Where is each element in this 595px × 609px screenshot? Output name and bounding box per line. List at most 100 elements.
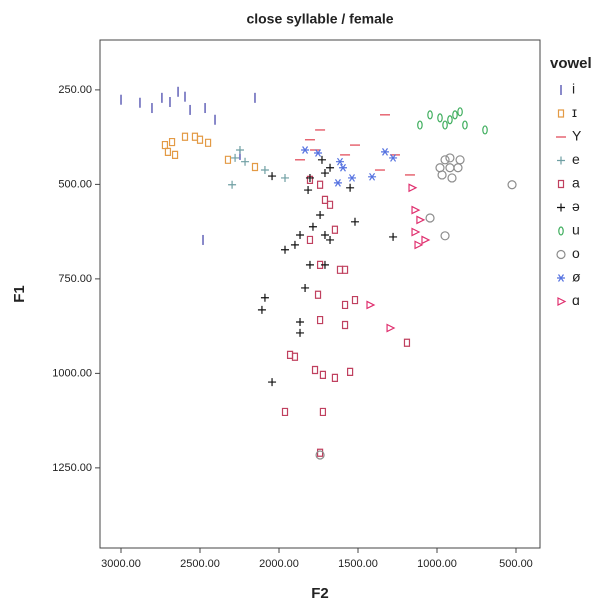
point bbox=[341, 320, 349, 330]
point bbox=[462, 120, 468, 130]
point bbox=[351, 295, 359, 305]
point bbox=[235, 145, 244, 154]
point bbox=[341, 300, 349, 310]
point bbox=[381, 148, 390, 156]
point bbox=[417, 120, 423, 130]
point bbox=[437, 113, 443, 123]
point bbox=[315, 450, 325, 460]
point bbox=[281, 407, 289, 417]
point bbox=[305, 173, 314, 182]
point bbox=[442, 120, 448, 130]
point bbox=[204, 138, 212, 147]
point bbox=[333, 179, 342, 187]
point bbox=[416, 215, 426, 225]
point bbox=[231, 153, 240, 162]
point bbox=[319, 407, 327, 417]
point bbox=[335, 157, 344, 166]
point bbox=[447, 115, 453, 125]
x-tick-label: 1000.00 bbox=[417, 558, 457, 570]
x-tick-label: 2500.00 bbox=[180, 558, 220, 570]
point bbox=[319, 370, 327, 379]
point bbox=[389, 232, 398, 241]
point bbox=[260, 293, 269, 302]
point bbox=[316, 211, 325, 220]
legend-label: ø bbox=[572, 269, 581, 285]
legend-label: e bbox=[572, 151, 580, 167]
point bbox=[445, 153, 455, 163]
point bbox=[320, 169, 329, 178]
point bbox=[268, 378, 277, 387]
point bbox=[421, 235, 431, 245]
point bbox=[296, 317, 305, 326]
point bbox=[281, 245, 290, 254]
point bbox=[316, 260, 324, 269]
point bbox=[306, 235, 314, 245]
point bbox=[314, 290, 322, 299]
x-axis-title: F2 bbox=[311, 585, 329, 602]
point bbox=[171, 150, 179, 160]
x-tick-label: 3000.00 bbox=[101, 558, 141, 570]
legend-label: u bbox=[572, 222, 580, 238]
point bbox=[260, 166, 269, 175]
point bbox=[447, 173, 457, 183]
y-axis-title: F1 bbox=[11, 285, 28, 303]
y-tick-label: 250.00 bbox=[58, 84, 92, 96]
legend-label: ɪ bbox=[572, 104, 577, 120]
point bbox=[286, 350, 294, 359]
point bbox=[251, 162, 259, 172]
point bbox=[301, 146, 310, 154]
point bbox=[168, 137, 176, 147]
point bbox=[320, 231, 329, 240]
point bbox=[317, 155, 326, 164]
point bbox=[316, 448, 324, 457]
legend-label: i bbox=[572, 81, 575, 97]
point bbox=[241, 157, 250, 166]
point bbox=[161, 140, 169, 150]
point bbox=[304, 186, 313, 195]
point bbox=[368, 172, 377, 181]
legend-label: a bbox=[572, 175, 580, 191]
point bbox=[338, 163, 347, 172]
legend-swatch bbox=[557, 109, 565, 118]
y-tick-label: 750.00 bbox=[58, 273, 92, 285]
point bbox=[347, 174, 356, 182]
point bbox=[331, 373, 339, 383]
point bbox=[306, 175, 314, 184]
point bbox=[336, 265, 344, 274]
point bbox=[414, 240, 424, 250]
point bbox=[346, 367, 354, 376]
point bbox=[408, 183, 418, 193]
point bbox=[386, 323, 396, 333]
chart-title: close syllable / female bbox=[246, 11, 393, 27]
point bbox=[296, 328, 305, 337]
point bbox=[290, 240, 299, 249]
point bbox=[191, 132, 199, 141]
point bbox=[326, 163, 335, 172]
y-tick-label: 500.00 bbox=[58, 178, 92, 190]
y-tick-label: 1250.00 bbox=[52, 462, 92, 474]
legend-swatch bbox=[557, 297, 567, 306]
point bbox=[228, 180, 237, 189]
legend-swatch bbox=[557, 179, 565, 189]
legend-swatch bbox=[556, 249, 566, 260]
point bbox=[507, 180, 517, 190]
point bbox=[445, 163, 455, 173]
point bbox=[281, 173, 290, 182]
point bbox=[440, 155, 450, 165]
point bbox=[164, 147, 172, 156]
legend-label: ə bbox=[572, 198, 580, 214]
point bbox=[291, 352, 299, 361]
point bbox=[196, 135, 204, 144]
point bbox=[321, 195, 329, 204]
point bbox=[341, 265, 349, 274]
legend-swatch bbox=[557, 156, 565, 165]
point bbox=[437, 170, 447, 180]
point bbox=[403, 338, 411, 347]
legend-label: o bbox=[572, 245, 580, 261]
point bbox=[350, 217, 359, 226]
point bbox=[305, 260, 314, 269]
point bbox=[455, 155, 465, 165]
x-tick-label: 1500.00 bbox=[338, 558, 378, 570]
point bbox=[482, 125, 488, 135]
